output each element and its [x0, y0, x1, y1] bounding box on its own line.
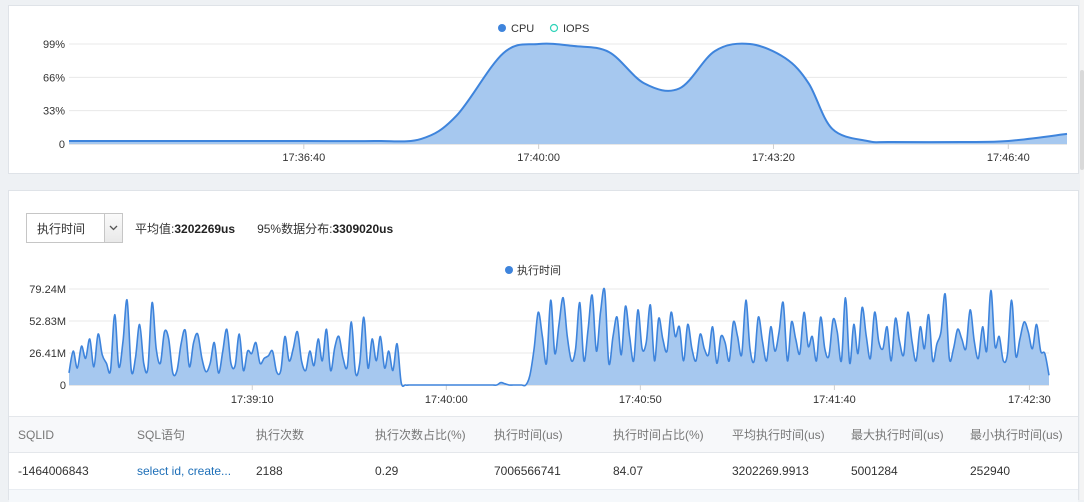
sql-stats-table: SQLID SQL语句 执行次数 执行次数占比(%) 执行时间(us) 执行时间…	[9, 416, 1078, 490]
metric-select[interactable]: 执行时间	[26, 213, 123, 243]
cpu-y-tick-label: 33%	[43, 106, 65, 118]
exec-y-tick-label: 0	[60, 380, 66, 392]
cpu-x-tick-label: 17:46:40	[987, 152, 1030, 164]
page-scrollbar[interactable]	[1080, 0, 1084, 500]
cpu-iops-chart: CPU IOPS 0 33% 66% 99% 17:36:40 17:40:00 17:4…	[43, 23, 1068, 164]
cpu-legend[interactable]: CPU	[498, 23, 534, 35]
exec-y-tick-label: 26.41M	[29, 348, 66, 360]
cpu-legend-label: CPU	[511, 23, 534, 35]
exec-x-tick-label: 17:39:10	[231, 394, 274, 406]
exec-controls: 执行时间 平均值:3202269us 95%数据分布:3309020us	[26, 212, 393, 244]
chevron-down-icon[interactable]	[104, 214, 122, 242]
col-exec-count[interactable]: 执行次数	[247, 416, 366, 453]
exec-x-tick-label: 17:41:40	[813, 394, 856, 406]
exec-x-tick-label: 17:42:30	[1008, 394, 1051, 406]
cell-exec-count-pct: 0.29	[366, 452, 485, 490]
exec-x-tick-label: 17:40:50	[619, 394, 662, 406]
exec-y-tick-label: 79.24M	[29, 284, 66, 296]
col-avg-time[interactable]: 平均执行时间(us)	[723, 416, 842, 453]
cpu-series-area	[69, 43, 1067, 144]
cell-exec-count: 2188	[247, 452, 366, 490]
cpu-iops-panel: CPU IOPS 0 33% 66% 99% 17:36:40 17:40:00 17:4…	[8, 5, 1079, 174]
cpu-legend-marker	[498, 24, 506, 32]
cell-exec-time-pct: 84.07	[604, 452, 723, 490]
exec-legend-label: 执行时间	[517, 263, 561, 277]
cpu-y-tick-label: 66%	[43, 72, 65, 84]
col-sqlid[interactable]: SQLID	[9, 416, 128, 453]
avg-stat: 平均值:3202269us	[135, 220, 235, 237]
p95-value: 3309020us	[332, 221, 394, 236]
p95-label: 95%数据分布:	[257, 221, 333, 236]
exec-series-area	[69, 288, 1049, 387]
exec-legend[interactable]: 执行时间	[505, 263, 561, 277]
cpu-series-line	[69, 42, 1068, 144]
col-exec-time-pct[interactable]: 执行时间占比(%)	[604, 416, 723, 453]
table-row[interactable]: -1464006843 select id, create... 2188 0.…	[9, 452, 1078, 490]
cell-max-time: 5001284	[842, 452, 961, 490]
avg-value: 3202269us	[174, 221, 236, 236]
p95-stat: 95%数据分布:3309020us	[257, 220, 393, 237]
col-exec-count-pct[interactable]: 执行次数占比(%)	[366, 416, 485, 453]
exec-time-chart: 执行时间 0 26.41M 52.83M 79.24M 17:39:10 17:40:0…	[29, 263, 1051, 406]
iops-legend-marker	[549, 23, 559, 33]
cell-avg-time: 3202269.9913	[723, 452, 842, 490]
sql-exec-panel: 执行时间 平均值:3202269us 95%数据分布:3309020us 执行时…	[8, 190, 1079, 502]
avg-label: 平均值:	[135, 221, 175, 236]
col-min-time[interactable]: 最小执行时间(us)	[961, 416, 1078, 453]
col-sql[interactable]: SQL语句	[128, 416, 247, 453]
exec-series-line	[68, 287, 1050, 388]
metric-select-value: 执行时间	[37, 221, 86, 236]
cpu-y-tick-label: 0	[59, 139, 65, 151]
page-scrollbar-thumb[interactable]	[1080, 70, 1084, 170]
cell-sql-link[interactable]: select id, create...	[128, 452, 247, 490]
cell-min-time: 252940	[961, 452, 1078, 490]
iops-legend-label: IOPS	[563, 23, 589, 35]
col-exec-time[interactable]: 执行时间(us)	[485, 416, 604, 453]
cpu-x-tick-label: 17:43:20	[752, 152, 795, 164]
exec-y-tick-label: 52.83M	[29, 316, 66, 328]
cpu-y-tick-label: 99%	[43, 39, 65, 51]
cpu-x-tick-label: 17:40:00	[517, 152, 560, 164]
table-header-row: SQLID SQL语句 执行次数 执行次数占比(%) 执行时间(us) 执行时间…	[9, 416, 1078, 453]
col-max-time[interactable]: 最大执行时间(us)	[842, 416, 961, 453]
cell-sqlid: -1464006843	[9, 452, 128, 490]
iops-legend[interactable]: IOPS	[549, 23, 590, 35]
exec-x-tick-label: 17:40:00	[425, 394, 468, 406]
table-next-row	[9, 489, 1078, 502]
exec-legend-marker	[505, 266, 513, 274]
cpu-x-tick-label: 17:36:40	[282, 152, 325, 164]
cell-exec-time: 7006566741	[485, 452, 604, 490]
